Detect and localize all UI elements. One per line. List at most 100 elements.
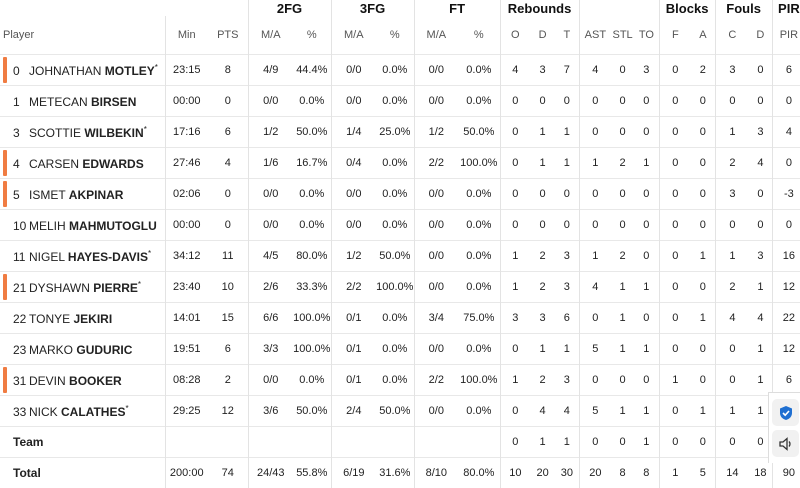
stat-ast: 0 [579, 210, 611, 241]
player-first-name: MARKO [29, 343, 73, 357]
col-foul-d[interactable]: D [749, 16, 772, 55]
stat-dd: 1 [749, 334, 772, 365]
player-name-link[interactable]: MARKO GUDURIC [29, 343, 132, 357]
stat-to: 0 [634, 117, 659, 148]
col-2fg-pct[interactable]: % [293, 16, 331, 55]
stat-o: 1 [500, 365, 530, 396]
total-stat-d: 20 [530, 458, 555, 488]
stat-a: 1 [691, 241, 715, 272]
col-blk-f[interactable]: F [659, 16, 691, 55]
col-reb-t[interactable]: T [555, 16, 579, 55]
stat-fg2-ma: 0/0 [248, 365, 293, 396]
stat-to: 1 [634, 272, 659, 303]
stat-fg3-pct: 0.0% [376, 210, 414, 241]
total-stat-c: 14 [715, 458, 749, 488]
stat-a: 0 [691, 148, 715, 179]
stat-fg3-pct: 50.0% [376, 396, 414, 427]
stat-fg2-pct: 80.0% [293, 241, 331, 272]
col-pir[interactable]: PIR [772, 16, 800, 55]
shield-check-icon[interactable] [772, 399, 799, 426]
player-name-link[interactable]: METECAN BIRSEN [29, 95, 136, 109]
floating-side-panel [768, 392, 800, 463]
player-last-name: HAYES-DAVIS [68, 250, 148, 264]
col-foul-c[interactable]: C [715, 16, 749, 55]
team-stat-to: 1 [634, 427, 659, 458]
stat-o: 0 [500, 148, 530, 179]
col-stl[interactable]: STL [611, 16, 634, 55]
col-player[interactable]: Player [0, 16, 165, 55]
col-3fg-ma[interactable]: M/A [331, 16, 376, 55]
stat-fg3-pct: 25.0% [376, 117, 414, 148]
player-name-link[interactable]: DEVIN BOOKER [29, 374, 122, 388]
player-name-link[interactable]: SCOTTIE WILBEKIN* [29, 126, 147, 140]
player-name-link[interactable]: DYSHAWN PIERRE* [29, 281, 141, 295]
team-stat-ast: 0 [579, 427, 611, 458]
player-name-link[interactable]: TONYE JEKIRI [29, 312, 112, 326]
stat-dd: 1 [749, 365, 772, 396]
player-first-name: METECAN [29, 95, 88, 109]
group-pir: PIR [772, 0, 800, 16]
speaker-icon[interactable] [772, 430, 799, 457]
starter-asterisk: * [144, 125, 147, 134]
player-last-name: MAHMUTOGLU [69, 219, 157, 233]
col-3fg-pct[interactable]: % [376, 16, 414, 55]
col-min[interactable]: Min [165, 16, 208, 55]
stat-ast: 0 [579, 86, 611, 117]
player-name-link[interactable]: CARSEN EDWARDS [29, 157, 144, 171]
stat-pir: 6 [772, 365, 800, 396]
col-reb-d[interactable]: D [530, 16, 555, 55]
player-first-name: SCOTTIE [29, 126, 81, 140]
player-name-link[interactable]: ISMET AKPINAR [29, 188, 123, 202]
player-name-link[interactable]: NICK CALATHES* [29, 405, 129, 419]
stat-pir: 22 [772, 303, 800, 334]
player-last-name: BOOKER [69, 374, 122, 388]
col-to[interactable]: TO [634, 16, 659, 55]
stat-fg3-ma: 0/0 [331, 55, 376, 86]
player-last-name: PIERRE [93, 281, 138, 295]
col-2fg-ma[interactable]: M/A [248, 16, 293, 55]
col-blk-a[interactable]: A [691, 16, 715, 55]
group-rebounds: Rebounds [500, 0, 579, 16]
stat-f: 0 [659, 55, 691, 86]
stat-ast: 5 [579, 334, 611, 365]
player-name-link[interactable]: MELIH MAHMUTOGLU [29, 219, 157, 233]
col-ft-pct[interactable]: % [458, 16, 500, 55]
stat-fg2-ma: 0/0 [248, 210, 293, 241]
team-stat-o: 0 [500, 427, 530, 458]
stat-min: 02:06 [165, 179, 208, 210]
stat-fg3-ma: 0/1 [331, 365, 376, 396]
player-first-name: CARSEN [29, 157, 79, 171]
stat-fg2-ma: 0/0 [248, 179, 293, 210]
col-ft-ma[interactable]: M/A [414, 16, 458, 55]
team-stat-a: 0 [691, 427, 715, 458]
player-name-link[interactable]: NIGEL HAYES-DAVIS* [29, 250, 151, 264]
stat-fg2-pct: 0.0% [293, 179, 331, 210]
stat-c: 3 [715, 55, 749, 86]
stat-f: 0 [659, 86, 691, 117]
col-reb-o[interactable]: O [500, 16, 530, 55]
stat-pts: 0 [208, 86, 248, 117]
col-ast[interactable]: AST [579, 16, 611, 55]
stat-t: 0 [555, 210, 579, 241]
col-pts[interactable]: PTS [208, 16, 248, 55]
total-stat-o: 10 [500, 458, 530, 488]
stat-pir: 12 [772, 334, 800, 365]
stat-ast: 5 [579, 396, 611, 427]
player-name-link[interactable]: JOHNATHAN MOTLEY* [29, 64, 158, 78]
